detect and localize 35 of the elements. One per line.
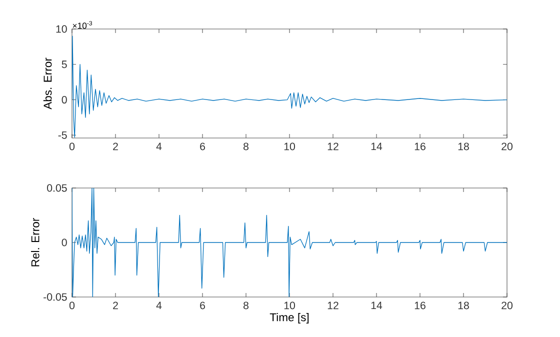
x-tick-label: 10 <box>284 142 295 150</box>
x-tick-label: 12 <box>328 142 338 150</box>
x-tick-label: 0 <box>69 142 75 150</box>
x-tick-label: 20 <box>502 142 513 150</box>
y-tick-label: 0.05 <box>47 184 67 192</box>
x-tick-label: 14 <box>371 142 382 150</box>
y-tick-label: -0.05 <box>44 293 67 301</box>
x-tick-label: 14 <box>371 302 382 310</box>
x-tick-label: 20 <box>502 302 513 310</box>
x-tick-label: 6 <box>200 142 205 150</box>
x-tick-label: 12 <box>328 302 338 310</box>
line-series <box>72 188 508 297</box>
x-tick-label: 2 <box>113 302 118 310</box>
y-axis-title: Rel. Error <box>31 218 40 266</box>
x-tick-label: 4 <box>156 142 162 150</box>
x-tick-label: 16 <box>414 302 426 310</box>
y-tick-label: 0 <box>62 96 67 104</box>
y-tick-label: -5 <box>58 131 67 139</box>
x-tick-label: 4 <box>156 302 162 310</box>
x-tick-label: 8 <box>244 302 248 310</box>
y-tick-label: 5 <box>62 60 67 68</box>
x-tick-label: 6 <box>200 302 205 310</box>
x-axis-title: Time [s] <box>270 313 309 324</box>
line-series <box>72 36 508 138</box>
x-tick-label: 18 <box>458 142 469 150</box>
x-tick-label: 10 <box>284 302 295 310</box>
x-tick-label: 16 <box>414 142 426 150</box>
x-tick-label: 18 <box>458 302 469 310</box>
x-tick-label: 8 <box>244 142 248 150</box>
y-tick-label: 0 <box>62 238 67 246</box>
x-tick-label: 0 <box>69 302 75 310</box>
y-axis-title: Abs. Error <box>43 58 52 110</box>
text: ×10$^{-3}$ <box>72 21 92 29</box>
y-tick-label: 10 <box>56 25 67 33</box>
x-tick-label: 2 <box>113 142 118 150</box>
